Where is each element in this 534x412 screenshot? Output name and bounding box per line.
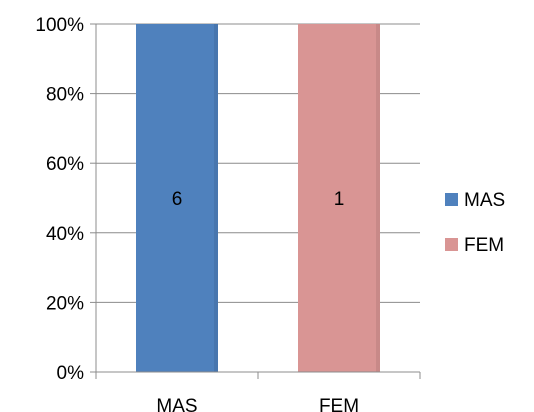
legend-swatch-mas [445,193,458,206]
tick-labels: 0% 20% 40% 60% 80% 100% MAS FEM 6 1 [35,15,359,412]
bar-shade [214,24,218,372]
y-tick-label: 40% [46,224,84,245]
x-tick-label: MAS [156,396,197,412]
legend-swatch-fem [445,238,458,251]
bar-shade [376,24,380,372]
y-tick-label: 60% [46,154,84,175]
bar-fem [298,24,380,372]
legend: MAS FEM [445,190,505,256]
legend-label-mas: MAS [464,190,505,211]
y-tick-label: 20% [46,293,84,314]
data-label: 6 [172,189,183,210]
legend-label-fem: FEM [464,235,504,256]
bars [136,24,380,372]
y-tick-label: 0% [57,363,85,384]
y-tick-label: 80% [46,85,84,106]
y-tick-label: 100% [35,15,84,36]
x-tick-label: FEM [319,396,359,412]
axes [90,23,421,379]
bar-mas [136,24,218,372]
data-label: 1 [334,189,345,210]
